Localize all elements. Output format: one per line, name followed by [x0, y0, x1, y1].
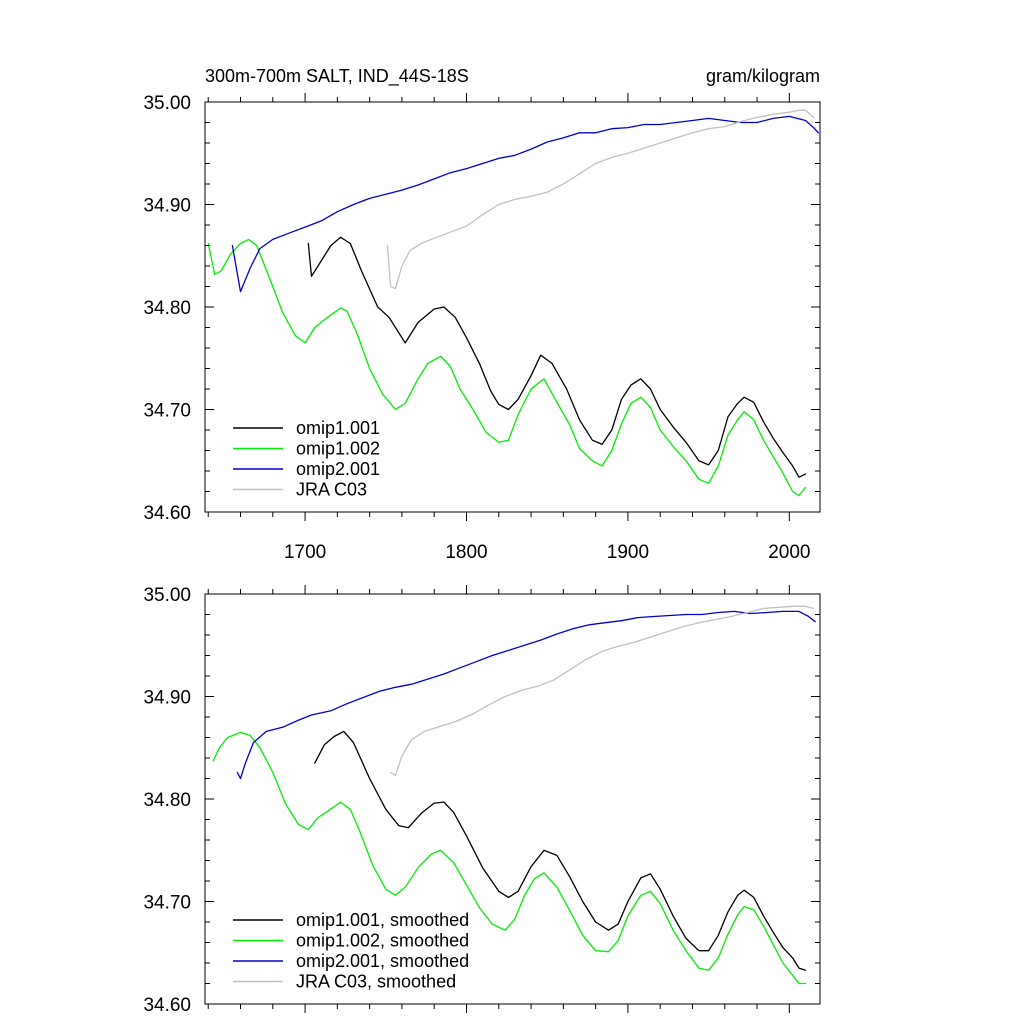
series-line-2 [207, 238, 807, 497]
bottom-series-layer [212, 605, 816, 985]
top-series-layer [207, 109, 820, 497]
y-tick-label: 34.90 [143, 688, 191, 709]
legend-label: omip2.001 [296, 459, 380, 479]
y-tick-label: 34.80 [143, 790, 191, 811]
legend-label: omip1.001, smoothed [296, 910, 469, 930]
y-tick-label: 34.70 [143, 893, 191, 914]
series-line-4 [389, 605, 815, 777]
y-tick-label: 35.00 [143, 585, 191, 606]
bottom-panel: 34.60 34.70 34.80 34.90 35.00 omip1.001, smo… [143, 585, 821, 1016]
legend-label: JRA C03, smoothed [296, 972, 456, 992]
legend-label: omip1.002, smoothed [296, 931, 469, 951]
legend-label: omip1.002 [296, 439, 380, 459]
legend-label: JRA C03 [296, 480, 367, 500]
series-line-4 [386, 109, 815, 290]
y-tick-label: 34.60 [143, 503, 191, 524]
units-label: gram/kilogram [706, 66, 820, 86]
top-ticks-layer: 34.60 34.70 34.80 34.90 35.00 1700 1800 1900 200… [143, 93, 820, 563]
top-plot-frame [204, 101, 821, 513]
bottom-plot-frame [204, 593, 821, 1005]
y-tick-label: 34.80 [143, 298, 191, 319]
y-tick-label: 34.90 [143, 196, 191, 217]
y-tick-label: 35.00 [143, 93, 191, 114]
top-panel: 300m-700m SALT, IND_44S-18S gram/kilogra… [143, 66, 821, 563]
series-line-3 [231, 115, 820, 293]
x-tick-label: 1800 [445, 542, 487, 563]
y-tick-label: 34.60 [143, 995, 191, 1016]
x-tick-label: 1700 [284, 542, 326, 563]
series-line-1 [307, 236, 807, 478]
legend-label: omip2.001, smoothed [296, 951, 469, 971]
bottom-ticks-layer: 34.60 34.70 34.80 34.90 35.00 [143, 585, 820, 1016]
series-line-3 [236, 610, 816, 780]
chart-title-left: 300m-700m SALT, IND_44S-18S [205, 66, 469, 87]
series-line-2 [212, 731, 807, 985]
x-tick-label: 1900 [607, 542, 649, 563]
series-line-1 [314, 730, 807, 971]
x-tick-label: 2000 [768, 542, 810, 563]
y-tick-label: 34.70 [143, 401, 191, 422]
legend-label: omip1.001 [296, 418, 380, 438]
